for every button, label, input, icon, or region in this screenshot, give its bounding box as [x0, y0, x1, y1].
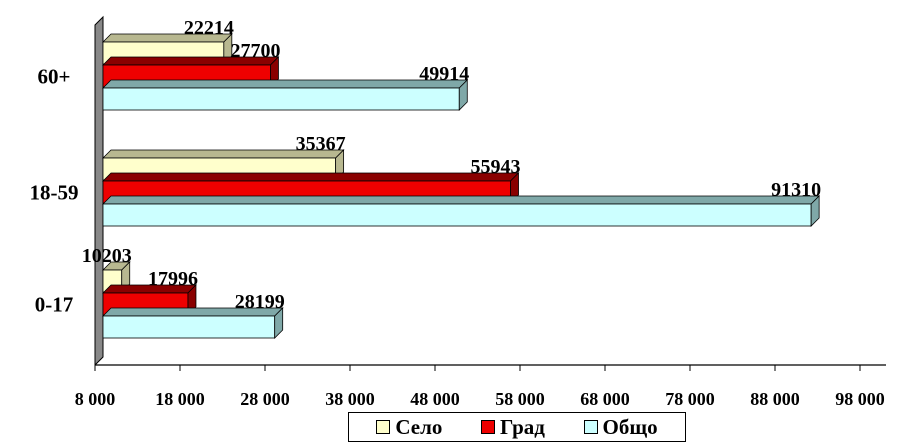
category-label: 0-17: [35, 293, 74, 317]
x-tick-label: 58 000: [495, 389, 545, 409]
data-label: 27700: [230, 40, 280, 62]
bar-side-face: [458, 79, 468, 111]
legend-swatch-grad: [481, 420, 496, 434]
legend-label-selo: Село: [395, 414, 443, 439]
x-tick-label: 98 000: [835, 389, 885, 409]
category-label: 60+: [38, 65, 71, 89]
x-tick-label: 48 000: [410, 389, 460, 409]
bar-top-face: [102, 79, 469, 89]
data-label: 35367: [296, 133, 346, 155]
legend-label-grad: Град: [500, 414, 545, 439]
x-tick-label: 38 000: [325, 389, 375, 409]
bar: [102, 87, 460, 111]
axis-side-wall: [94, 15, 104, 367]
legend: Село Град Общо: [348, 412, 686, 442]
legend-item-grad: Град: [481, 415, 545, 440]
data-label: 49914: [419, 63, 469, 85]
data-label: 22214: [184, 17, 234, 39]
bar-side-face: [810, 195, 820, 227]
legend-swatch-selo: [376, 420, 391, 434]
x-tick-label: 88 000: [750, 389, 800, 409]
legend-item-obshto: Общо: [583, 414, 658, 440]
legend-item-selo: Село: [376, 415, 442, 440]
data-label: 28199: [235, 291, 285, 313]
data-label: 91310: [771, 179, 821, 201]
bar-top-face: [102, 172, 520, 182]
data-label: 17996: [148, 268, 198, 290]
data-label: 10203: [82, 245, 132, 267]
legend-label-obshto: Общо: [602, 414, 658, 439]
data-label: 55943: [471, 156, 521, 178]
x-tick-label: 78 000: [665, 389, 715, 409]
x-tick-label: 18 000: [155, 389, 205, 409]
x-tick-label: 68 000: [580, 389, 630, 409]
bar: [102, 315, 276, 339]
bar-side-face: [274, 307, 284, 339]
x-tick-label: 28 000: [240, 389, 290, 409]
category-label: 18-59: [30, 181, 79, 205]
bar-top-face: [102, 195, 821, 205]
legend-swatch-obshto: [583, 420, 598, 434]
bar: [102, 203, 812, 227]
x-tick-label: 8 000: [75, 389, 116, 409]
